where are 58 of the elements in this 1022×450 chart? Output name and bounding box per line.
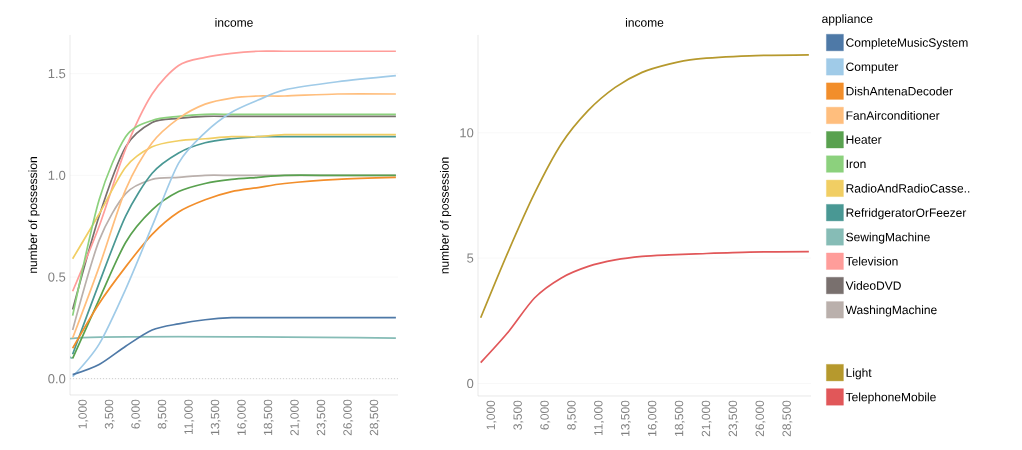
legend-label: Light [846, 368, 872, 380]
legend-title: appliance [822, 14, 873, 26]
x-tick-label: 8,500 [157, 399, 168, 429]
legend-label: RefridgeratorOrFeezer [846, 208, 967, 220]
line-series [71, 316, 397, 376]
line-series [71, 74, 397, 378]
x-tick-label: 3,500 [104, 399, 115, 429]
legend-label: FanAirconditioner [846, 110, 940, 120]
legend-label: CompleteMusicSystem [846, 38, 968, 50]
legend-label: WashingMachine [845, 305, 937, 317]
chart-title: income [215, 17, 253, 27]
y-tick-label: 1.5 [48, 69, 66, 79]
line-series [71, 133, 397, 260]
x-tick-label: 28,500 [369, 399, 380, 436]
line-series [71, 135, 397, 356]
x-tick-label: 26,000 [343, 399, 354, 436]
line-series [71, 93, 397, 339]
x-tick-label: 6,000 [540, 400, 551, 430]
x-tick-label: 21,000 [290, 399, 301, 436]
x-tick-label: 1,000 [78, 399, 89, 429]
y-tick-label: 0.0 [48, 374, 66, 384]
y-tick-label: 10 [460, 128, 474, 138]
y-tick-label: 1.0 [48, 170, 66, 180]
y-tick-label: 5 [467, 253, 474, 263]
y-axis-title: number of possession [28, 157, 40, 273]
x-tick-label: 23,500 [316, 399, 327, 436]
y-tick-label: 0 [467, 378, 474, 389]
x-tick-label: 6,000 [131, 399, 142, 429]
x-tick-label: 26,000 [755, 400, 766, 437]
x-tick-label: 3,500 [513, 400, 524, 430]
x-tick-label: 8,500 [567, 400, 578, 430]
x-tick-label: 11,000 [594, 400, 605, 436]
x-tick-label: 18,500 [263, 399, 274, 435]
x-tick-label: 13,500 [210, 399, 221, 435]
line-series [479, 53, 810, 319]
x-tick-label: 21,000 [701, 400, 712, 437]
y-axis-title: number of possession [439, 157, 452, 274]
y-tick-label: 0.5 [48, 272, 66, 282]
legend-label: Heater [846, 135, 882, 144]
x-tick-label: 13,500 [621, 400, 631, 436]
line-series [479, 250, 810, 364]
legend-label: Computer [846, 62, 899, 74]
legend-label: VideoDVD [845, 281, 901, 290]
legend-label: RadioAndRadioCasse.. [846, 183, 970, 193]
x-tick-label: 11,000 [184, 399, 195, 435]
x-tick-label: 1,000 [486, 400, 497, 430]
x-tick-label: 16,000 [237, 399, 248, 435]
legend-label: Iron [846, 159, 866, 169]
x-tick-label: 23,500 [728, 400, 739, 437]
chart-title: income [625, 17, 664, 27]
legend-label: SewingMachine [846, 232, 930, 244]
x-tick-label: 16,000 [647, 400, 658, 436]
legend-label: DishAntenaDecoder [846, 86, 953, 96]
x-tick-label: 28,500 [782, 400, 793, 437]
legend-label: TelephoneMobile [845, 392, 936, 404]
x-tick-label: 18,500 [674, 400, 685, 436]
line-series [71, 50, 397, 293]
legend-label: Television [845, 256, 898, 266]
